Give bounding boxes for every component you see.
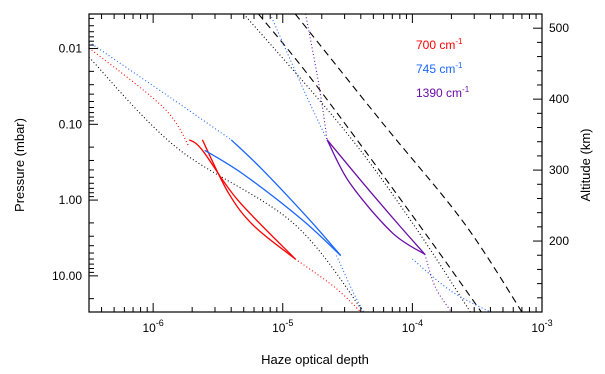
x-tick-label: 10-6 [142,318,163,335]
x-axis-title: Haze optical depth [261,352,369,367]
series-line-10 [336,255,364,312]
y-tick-label: 1.00 [59,193,83,207]
labels-layer: 10-6 10-5 10-4 10-3 0.01 0.10 1.00 10.00 200 300 4… [52,21,569,335]
y-tick-label: 0.10 [59,117,83,131]
series-line-13 [412,258,491,312]
legend: 700 cm-1 745 cm-1 1390 cm-1 [416,37,470,100]
series-line-14 [269,14,328,141]
legend-item-2: 745 cm-1 [416,61,463,76]
series-line-4 [243,14,471,312]
ticks-layer [89,13,543,313]
y-tick-label: 10.00 [52,269,82,283]
series-line-12 [204,149,342,257]
series-line-11 [230,139,342,257]
y2-tick-label: 300 [549,163,569,177]
series-line-3 [294,14,523,312]
plot-frame [88,13,543,313]
legend-item-3: 1390 cm-1 [416,85,470,100]
series-line-18 [326,139,426,255]
series-layer [89,14,523,312]
series-line-16 [424,254,452,312]
y-tick-label: 0.01 [59,42,83,56]
y2-tick-label: 200 [549,234,569,248]
series-line-6 [294,258,362,312]
legend-item-1: 700 cm-1 [416,37,463,52]
series-line-8 [188,139,296,260]
series-line-15 [305,14,328,140]
series-line-2 [258,14,482,312]
x-tick-label: 10-5 [272,318,293,335]
y-axis-title: Pressure (mbar) [12,118,27,212]
series-line-17 [326,139,426,255]
y2-tick-label: 400 [549,92,569,106]
y2-axis-title: Altitude (km) [578,129,593,202]
x-tick-label: 10-4 [402,318,423,335]
series-line-9 [89,41,232,141]
series-line-7 [201,139,296,260]
y2-tick-label: 500 [549,21,569,35]
series-line-5 [89,47,190,148]
x-tick-label: 10-3 [531,318,552,335]
